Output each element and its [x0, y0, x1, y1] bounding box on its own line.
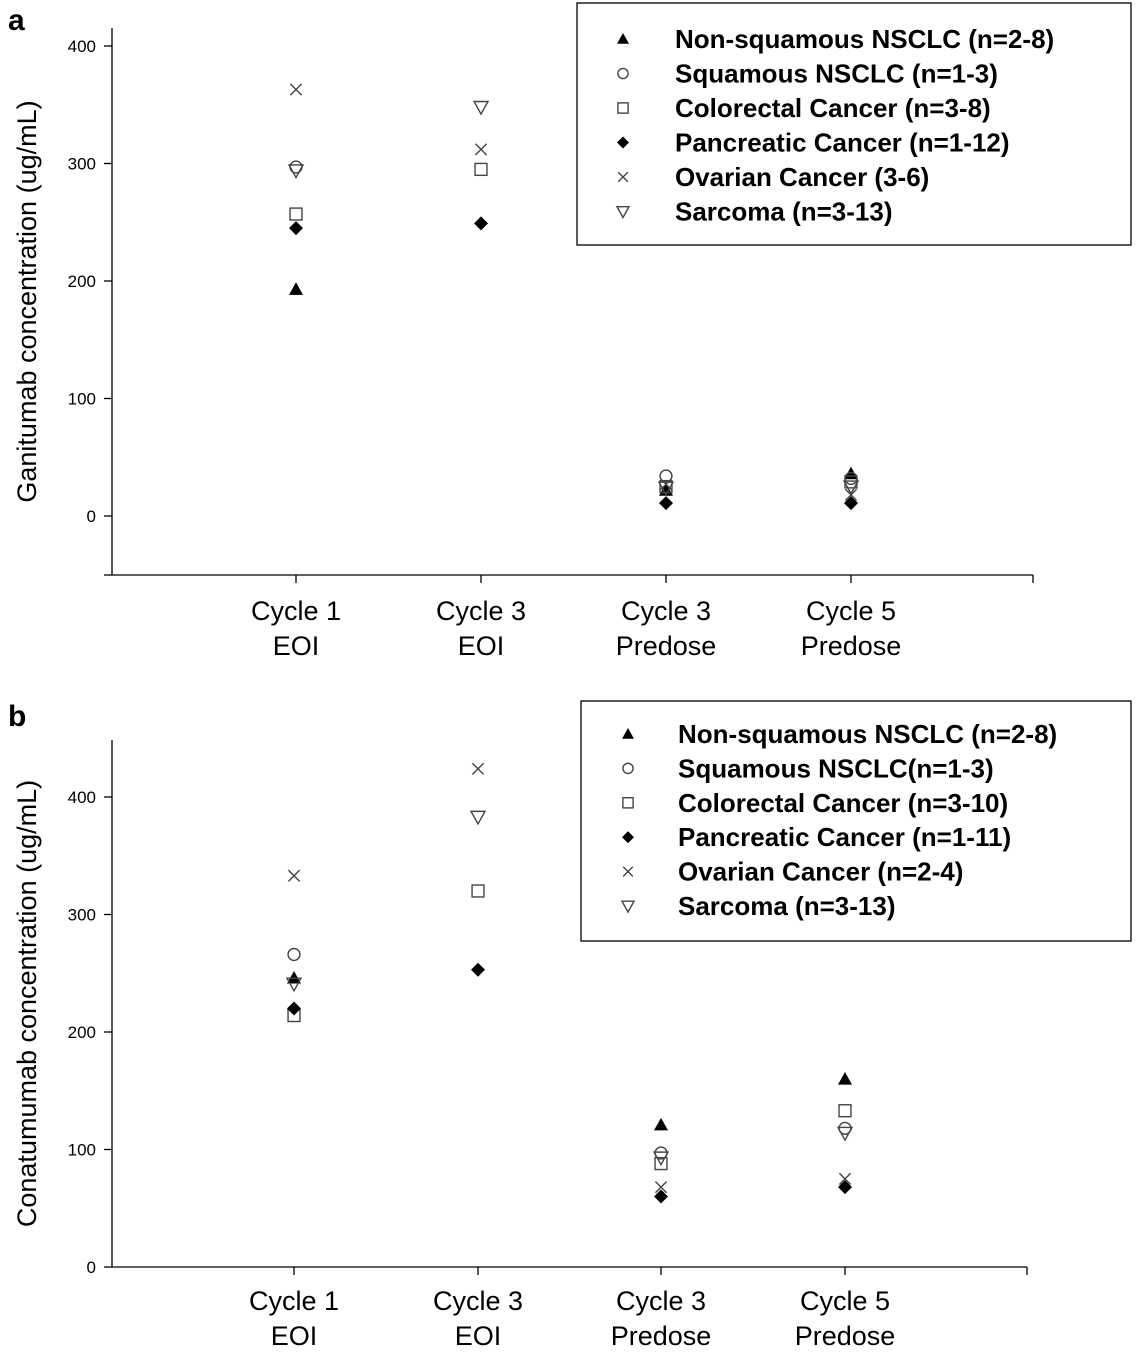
data-point: [287, 970, 301, 984]
legend-box: [580, 700, 1132, 942]
x-tick-label: Cycle 1: [249, 1286, 339, 1316]
x-tick-label: Cycle 3: [433, 1286, 523, 1316]
data-point: [474, 216, 488, 231]
data-point: [287, 947, 301, 962]
x-tick-label: EOI: [458, 631, 505, 661]
data-point: [289, 83, 303, 96]
legend-marker: [620, 900, 636, 914]
legend-marker: [622, 831, 634, 844]
legend-marker: [617, 171, 629, 183]
data-point: [289, 282, 303, 295]
legend-marker: [617, 33, 629, 44]
legend-marker: [622, 762, 634, 775]
legend-label: Ovarian Cancer (n=2-4): [678, 857, 963, 887]
legend-marker: [617, 102, 629, 114]
legend: Non-squamous NSCLC (n=2-8) Squamous NSCLC…: [576, 2, 1132, 246]
y-tick-label: 400: [68, 37, 96, 56]
y-tick-label: 100: [68, 1141, 96, 1160]
y-axis-title: Conatumumab concentration (ug/mL): [12, 780, 42, 1227]
data-point: [474, 143, 488, 156]
data-point: [287, 164, 305, 179]
x-tick-label: Predose: [616, 631, 717, 661]
legend-label: Non-squamous NSCLC (n=2-8): [678, 719, 1057, 749]
legend-label: Squamous NSCLC(n=1-3): [678, 753, 994, 783]
legend: Non-squamous NSCLC (n=2-8) Squamous NSCLC…: [580, 700, 1132, 942]
data-point: [838, 1072, 852, 1085]
data-point: [652, 1151, 670, 1167]
y-tick-label: 200: [68, 272, 96, 291]
panel-label: b: [8, 700, 26, 733]
x-tick-label: Cycle 5: [800, 1286, 890, 1316]
data-point: [836, 1126, 854, 1142]
data-point: [844, 496, 858, 511]
x-tick-label: EOI: [271, 1321, 318, 1351]
legend-marker: [622, 728, 634, 739]
x-tick-label: Cycle 3: [436, 596, 526, 626]
legend-label: Sarcoma (n=3-13): [678, 891, 895, 921]
y-tick-label: 300: [68, 906, 96, 925]
x-tick-label: Cycle 3: [621, 596, 711, 626]
data-point: [289, 221, 303, 236]
legend-label: Colorectal Cancer (n=3-8): [675, 93, 991, 123]
data-point: [842, 480, 860, 496]
panel-a: a 0 100 200 300 400 Cycle 1 EOI Cycle 3 EOI Cycle …: [8, 2, 1132, 661]
legend-marker: [622, 797, 634, 809]
data-point: [657, 481, 675, 497]
data-point: [838, 1104, 852, 1118]
legend-label: Non-squamous NSCLC (n=2-8): [675, 24, 1054, 54]
y-tick-label: 100: [68, 390, 96, 409]
data-point: [838, 1180, 852, 1195]
data-point: [654, 1181, 668, 1194]
legend-marker: [615, 205, 631, 219]
y-tick-label: 300: [68, 155, 96, 174]
legend-box: [576, 2, 1132, 246]
legend-marker: [622, 866, 634, 877]
x-tick-label: Predose: [795, 1321, 896, 1351]
legend-label: Sarcoma (n=3-13): [675, 197, 892, 227]
data-point: [471, 962, 485, 977]
data-point: [654, 1156, 668, 1171]
legend-label: Ovarian Cancer (3-6): [675, 162, 929, 192]
x-tick-label: Predose: [611, 1321, 712, 1351]
data-point: [287, 1001, 301, 1016]
data-point: [287, 869, 301, 882]
data-point: [838, 1172, 852, 1185]
data-point: [654, 1189, 668, 1204]
x-tick-label: Cycle 3: [616, 1286, 706, 1316]
y-tick-label: 0: [87, 507, 96, 526]
data-point: [469, 810, 487, 826]
legend-label: Colorectal Cancer (n=3-10): [678, 788, 1008, 818]
y-tick-label: 400: [68, 788, 96, 807]
panel-label: a: [8, 4, 25, 37]
panel-b: b 0 100 200 300 400 Cycle 1 EOI Cycle 3 EOI Cycle …: [8, 700, 1132, 1351]
data-point: [471, 884, 485, 898]
y-axis-title: Ganitumab concentration (ug/mL): [12, 100, 42, 502]
x-tick-label: EOI: [455, 1321, 502, 1351]
legend-label: Pancreatic Cancer (n=1-12): [675, 128, 1010, 158]
x-tick-label: Predose: [801, 631, 902, 661]
legend-label: Pancreatic Cancer (n=1-11): [678, 822, 1011, 852]
legend-marker: [617, 136, 629, 149]
data-point: [474, 162, 488, 177]
data-point: [659, 479, 673, 494]
data-point: [654, 1117, 668, 1131]
data-point: [659, 496, 673, 511]
data-point: [289, 207, 303, 221]
data-point: [472, 100, 490, 116]
y-tick-label: 200: [68, 1023, 96, 1042]
x-tick-label: Cycle 5: [806, 596, 896, 626]
legend-marker: [617, 67, 629, 80]
x-tick-label: Cycle 1: [251, 596, 341, 626]
data-point: [471, 762, 485, 775]
data-point: [285, 977, 303, 993]
y-tick-label: 0: [87, 1258, 96, 1277]
legend-label: Squamous NSCLC (n=1-3): [675, 59, 998, 89]
x-tick-label: EOI: [273, 631, 320, 661]
